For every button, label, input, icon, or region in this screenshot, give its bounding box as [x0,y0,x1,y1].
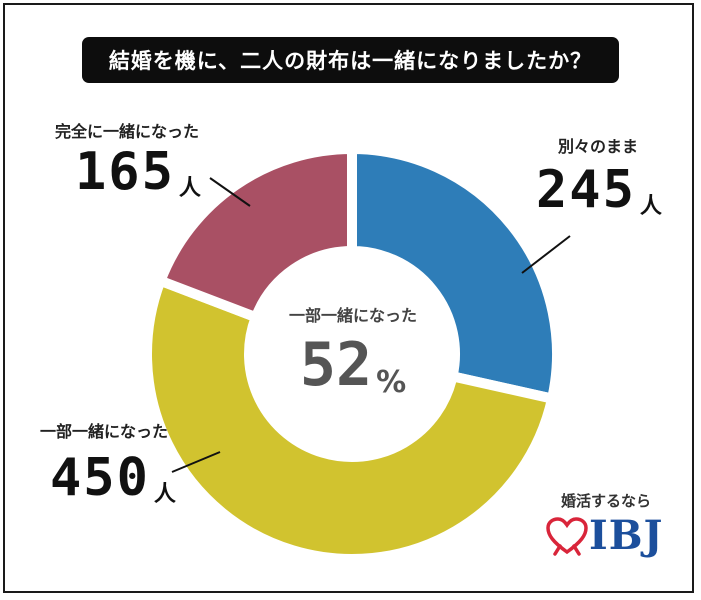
center-caption: 一部一緒になった [288,306,417,325]
leader-line-fully-joint [209,177,251,207]
slice-unit-partially-joint: 人 [153,482,176,507]
slice-label-fully-joint: 完全に一緒になった [55,122,200,141]
donut-slice-fully-joint [154,143,357,324]
center-value-group: 52 % [283,330,423,400]
leader-line-separate [521,235,571,274]
slice-value-group-partially-joint: 450 人 [50,448,176,508]
brand-logo: IBJ [545,512,663,559]
donut-slice-partially-joint [142,274,559,564]
slice-unit-separate: 人 [639,194,662,219]
center-unit: % [376,365,407,400]
slice-value-group-separate: 245 人 [536,160,662,220]
heart-icon [546,516,588,556]
leader-line-partially-joint [171,451,221,473]
chart-frame [3,3,694,593]
brand-tagline: 婚活するなら [561,492,652,510]
slice-value-fully-joint: 165 [75,142,175,202]
slice-label-partially-joint: 一部一緒になった [40,422,169,441]
slice-unit-fully-joint: 人 [178,176,201,201]
slice-value-separate: 245 [536,160,636,220]
slice-value-partially-joint: 450 [50,448,150,508]
brand-logo-text: IBJ [589,512,664,559]
slice-label-separate: 別々のまま [558,137,639,156]
center-value: 52 [299,330,373,400]
donut-slice-separate [347,143,562,405]
chart-title: 結婚を機に、二人の財布は一緒になりましたか？ [82,37,619,83]
slice-value-group-fully-joint: 165 人 [75,142,201,202]
